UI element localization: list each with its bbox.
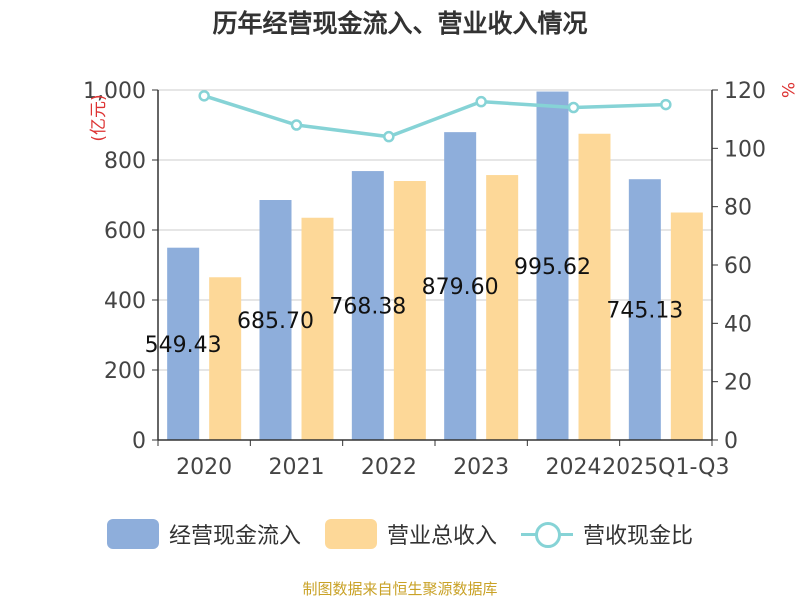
bar-revenue <box>486 175 519 441</box>
data-label-cash-inflow: 549.43 <box>145 333 222 358</box>
x-tick-label: 2021 <box>269 455 325 480</box>
y-right-axis-label: % <box>777 82 797 98</box>
chart-plot: 0 200 400 600 800 1,000 0 20 40 60 80 100 120 2020 202… <box>83 79 797 480</box>
y-left-tick-label: 400 <box>104 289 146 314</box>
legend-label-ratio: 营收现金比 <box>583 524 694 549</box>
bar-cash-inflow <box>536 91 569 441</box>
bar-cash-inflow <box>444 132 477 440</box>
legend-swatch-revenue <box>324 519 377 549</box>
ratio-point <box>198 90 210 102</box>
x-tick-label: 2025Q1-Q3 <box>602 455 729 480</box>
legend-label-revenue: 营业总收入 <box>386 524 497 549</box>
ratio-point <box>383 130 395 143</box>
ratio-point <box>290 119 303 131</box>
legend-swatch-ratio <box>521 519 573 549</box>
gridlines <box>158 89 712 371</box>
data-label-cash-inflow: 879.60 <box>422 275 499 300</box>
x-tick-label: 2024 <box>546 455 602 480</box>
legend-item-ratio[interactable]: 营收现金比 <box>521 518 693 550</box>
y-right-tick-label: 80 <box>724 196 752 221</box>
ratio-line <box>198 90 672 143</box>
bar-revenue <box>578 133 611 440</box>
y-left-tick-label: 800 <box>104 149 146 174</box>
bar-revenue <box>301 217 334 440</box>
chart-title: 历年经营现金流入、营业收入情况 <box>212 9 588 38</box>
axes: 0 200 400 600 800 1,000 0 20 40 60 80 100 120 2020 202… <box>83 79 797 480</box>
legend: 经营现金流入 营业总收入 营收现金比 <box>0 518 800 550</box>
bar-cash-inflow <box>351 171 384 440</box>
y-left-tick-label: 0 <box>132 429 146 454</box>
ratio-point <box>475 95 487 108</box>
y-left-tick-label: 1,000 <box>83 79 146 104</box>
y-right-tick-label: 40 <box>724 312 752 337</box>
y-right-tick-label: 20 <box>724 371 752 396</box>
y-left-axis-label: (亿元) <box>89 94 109 141</box>
data-label-cash-inflow: 768.38 <box>329 295 406 320</box>
bar-revenue <box>670 212 703 440</box>
bar-cash-inflow <box>259 200 292 440</box>
bar-revenue <box>393 181 426 440</box>
data-label-cash-inflow: 745.13 <box>606 299 683 324</box>
bars <box>167 91 703 441</box>
data-labels: 549.43 685.70 768.38 879.60 995.62 745.13 <box>145 255 684 358</box>
y-right-tick-label: 100 <box>724 137 766 162</box>
data-label-cash-inflow: 995.62 <box>514 255 591 280</box>
bar-revenue <box>209 277 242 440</box>
bar-cash-inflow <box>628 179 661 440</box>
y-left-tick-label: 200 <box>104 359 146 384</box>
legend-label-cash-inflow: 经营现金流入 <box>168 524 301 549</box>
ratio-line-path <box>203 94 666 139</box>
y-right-tick-label: 0 <box>724 429 738 454</box>
bar-cash-inflow <box>167 247 200 440</box>
y-left-tick-label: 600 <box>104 219 146 244</box>
legend-item-revenue[interactable]: 营业总收入 <box>324 518 497 550</box>
y-right-tick-label: 120 <box>724 79 766 104</box>
data-label-cash-inflow: 685.70 <box>237 309 314 334</box>
y-right-tick-label: 60 <box>724 254 752 279</box>
x-tick-label: 2023 <box>453 455 509 480</box>
legend-item-cash-inflow[interactable]: 经营现金流入 <box>106 518 301 550</box>
ratio-point <box>567 101 580 114</box>
x-tick-label: 2022 <box>361 455 417 480</box>
source-note: 制图数据来自恒生聚源数据库 <box>302 580 498 598</box>
ratio-point <box>660 98 672 111</box>
legend-swatch-cash-inflow <box>106 519 159 549</box>
x-tick-label: 2020 <box>176 455 232 480</box>
